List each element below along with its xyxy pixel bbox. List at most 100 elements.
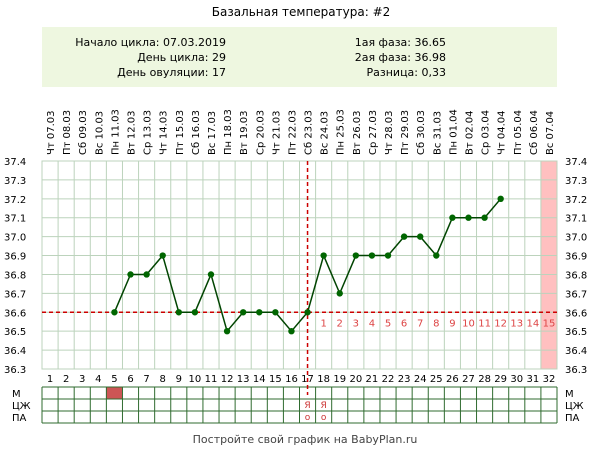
- temperature-point: [111, 309, 118, 316]
- y-tick-label-left: 37.3: [4, 176, 26, 187]
- chart-title: Базальная температура: #2: [212, 5, 391, 19]
- temperature-segment: [339, 255, 357, 294]
- temperature-segment: [322, 255, 341, 294]
- temperature-segment: [146, 255, 164, 275]
- day-number: 18: [317, 374, 330, 385]
- temperature-point: [433, 252, 440, 259]
- luteal-day-label: 7: [417, 318, 423, 329]
- date-label: Ср 27.03: [368, 110, 379, 155]
- temperature-point: [143, 271, 150, 278]
- temperature-point: [465, 214, 472, 221]
- date-label: Чт 21.03: [271, 111, 282, 156]
- luteal-day-label: 3: [353, 318, 359, 329]
- row-label-left: ПА: [12, 413, 27, 424]
- y-tick-label-right: 36.8: [565, 270, 587, 281]
- row-mark: Я: [304, 401, 310, 411]
- temperature-segment: [113, 274, 132, 313]
- day-number: 29: [494, 374, 507, 385]
- day-number: 27: [462, 374, 475, 385]
- y-tick-label-left: 37.4: [4, 157, 26, 168]
- temperature-point: [223, 327, 231, 335]
- date-label: Пт 29.03: [400, 110, 411, 155]
- temperature-segment: [306, 255, 325, 313]
- temperature-point: [207, 271, 215, 278]
- day-number: 22: [382, 374, 395, 385]
- y-tick-label-left: 37.1: [4, 214, 26, 225]
- date-label: Чт 04.04: [497, 111, 508, 156]
- y-tick-label-right: 36.4: [565, 346, 587, 357]
- temperature-segment: [274, 311, 293, 332]
- phase1-avg: 1ая фаза: 36.65: [355, 36, 446, 49]
- day-number: 24: [414, 374, 427, 385]
- date-label: Чт 28.03: [384, 111, 395, 156]
- temperature-point: [256, 309, 263, 316]
- temperature-point: [159, 252, 166, 259]
- day-number: 16: [285, 374, 298, 385]
- temperature-point: [304, 309, 311, 316]
- day-number: 12: [221, 374, 234, 385]
- y-tick-label-left: 36.3: [4, 365, 26, 376]
- day-number: 8: [160, 374, 166, 385]
- date-label: Пн 18.03: [223, 109, 234, 155]
- date-label: Пн 25.03: [336, 109, 347, 155]
- cycle-start: Начало цикла: 07.03.2019: [75, 36, 226, 49]
- footer-link[interactable]: Постройте свой график на BabyPlan.ru: [193, 433, 418, 446]
- day-number: 6: [127, 374, 133, 385]
- temperature-segment: [484, 198, 502, 219]
- day-number: 17: [301, 374, 314, 385]
- y-tick-label-right: 36.9: [565, 252, 587, 263]
- temperature-point: [481, 214, 488, 221]
- day-number: 7: [143, 374, 149, 385]
- day-number: 11: [205, 374, 218, 385]
- temperature-point: [320, 252, 327, 259]
- temperature-point: [384, 252, 392, 259]
- temperature-point: [175, 309, 182, 316]
- luteal-day-label: 2: [337, 318, 343, 329]
- info-panel: [42, 27, 557, 87]
- date-label: Пт 22.03: [287, 110, 298, 155]
- date-label: Вт 12.03: [127, 111, 138, 156]
- temperature-segment: [419, 236, 437, 257]
- day-number: 21: [366, 374, 379, 385]
- y-tick-label-right: 36.7: [565, 289, 587, 300]
- day-number: 30: [510, 374, 523, 385]
- ovulation-day: День овуляции: 17: [117, 66, 226, 79]
- temperature-point: [127, 271, 134, 278]
- temperature-segment: [161, 255, 180, 313]
- temperature-segment: [387, 236, 405, 257]
- y-tick-label-right: 36.6: [565, 308, 587, 319]
- luteal-day-label: 4: [369, 318, 375, 329]
- menstruation-mark: [106, 387, 123, 399]
- y-tick-label-left: 36.6: [4, 308, 26, 319]
- date-label: Чт 14.03: [159, 111, 170, 156]
- date-label: Вс 10.03: [94, 111, 105, 155]
- luteal-day-label: 10: [462, 318, 475, 329]
- luteal-day-label: 5: [385, 318, 391, 329]
- y-tick-label-right: 37.0: [565, 233, 587, 244]
- day-number: 31: [526, 374, 539, 385]
- luteal-day-label: 12: [494, 318, 507, 329]
- date-label: Пн 11.03: [110, 109, 121, 155]
- temperature-segment: [226, 311, 244, 332]
- date-label: Чт 07.03: [46, 111, 57, 156]
- luteal-day-label: 8: [433, 318, 439, 329]
- date-label: Сб 30.03: [416, 110, 427, 155]
- luteal-day-label: 13: [510, 318, 523, 329]
- temperature-segment: [435, 217, 454, 256]
- date-label: Сб 23.03: [304, 110, 315, 155]
- day-number: 28: [478, 374, 491, 385]
- date-label: Пт 15.03: [175, 110, 186, 155]
- temperature-point: [272, 309, 279, 316]
- luteal-day-label: 6: [401, 318, 407, 329]
- day-number: 25: [430, 374, 443, 385]
- luteal-day-label: 9: [449, 318, 455, 329]
- date-label: Ср 13.03: [143, 110, 154, 155]
- day-number: 3: [79, 374, 85, 385]
- plot-border: [41, 160, 558, 370]
- temperature-segment: [210, 274, 228, 332]
- y-tick-label-right: 37.2: [565, 195, 587, 206]
- y-tick-label-right: 37.1: [565, 214, 587, 225]
- y-tick-label-right: 36.3: [565, 365, 587, 376]
- date-label: Сб 09.03: [78, 110, 89, 155]
